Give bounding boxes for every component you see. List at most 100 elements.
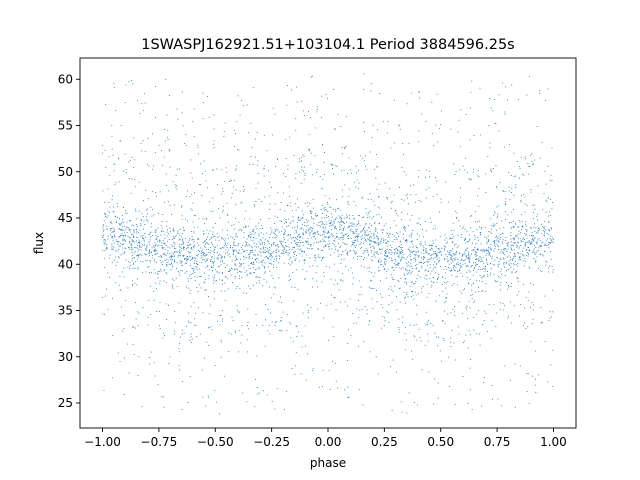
data-point [431, 247, 432, 249]
data-point [204, 405, 206, 407]
data-point [260, 255, 262, 257]
data-point [403, 153, 405, 155]
data-point [125, 259, 127, 261]
data-point [511, 211, 513, 213]
data-point [469, 271, 471, 273]
data-point [220, 339, 222, 341]
data-point [454, 259, 456, 261]
data-point [191, 235, 193, 237]
data-point [184, 258, 186, 260]
data-point [148, 233, 150, 235]
data-point [299, 161, 301, 163]
data-point [303, 170, 304, 172]
data-point [462, 226, 464, 228]
data-point [547, 238, 548, 240]
data-point [357, 345, 359, 347]
data-point [396, 371, 398, 373]
data-point [257, 393, 259, 395]
data-point [245, 244, 247, 246]
data-point [383, 268, 385, 270]
data-point [344, 243, 346, 245]
data-point [401, 411, 403, 413]
data-point [536, 232, 537, 234]
data-point [332, 335, 334, 337]
data-point [487, 156, 489, 157]
data-point [251, 251, 253, 253]
data-point [483, 276, 485, 278]
data-point [285, 175, 287, 177]
data-point [392, 290, 394, 292]
data-point [410, 241, 412, 243]
data-point [174, 204, 175, 206]
data-point [234, 244, 236, 246]
data-point [294, 226, 296, 228]
data-point [496, 237, 498, 239]
data-point [195, 215, 197, 217]
data-point [201, 250, 203, 252]
data-point [178, 365, 180, 367]
data-point [544, 226, 546, 228]
data-point [173, 236, 175, 237]
data-point [247, 325, 248, 327]
data-point [244, 246, 246, 248]
data-point [518, 226, 520, 228]
data-point [551, 265, 553, 267]
data-point [530, 191, 532, 193]
data-point [296, 245, 298, 247]
data-point [508, 190, 510, 192]
data-point [534, 252, 536, 254]
data-point [309, 117, 311, 118]
data-point [399, 267, 401, 269]
data-point [368, 226, 370, 228]
data-point [409, 269, 410, 271]
data-point [389, 233, 391, 235]
data-point [329, 266, 330, 268]
data-point [511, 187, 513, 189]
data-point [327, 97, 329, 99]
data-point [247, 285, 249, 287]
data-point [196, 262, 198, 264]
data-point [123, 276, 125, 278]
data-point [212, 279, 214, 281]
data-point [138, 312, 140, 314]
data-point [153, 249, 155, 251]
data-point [187, 320, 189, 322]
data-point [436, 345, 438, 347]
data-point [491, 256, 493, 258]
data-point [212, 251, 214, 253]
data-point [181, 409, 183, 410]
data-point [236, 165, 237, 167]
data-point [309, 228, 311, 230]
data-point [467, 265, 469, 267]
data-point [203, 258, 205, 260]
data-point [382, 316, 384, 318]
data-point [496, 217, 498, 219]
data-point [436, 258, 438, 260]
data-point [462, 165, 464, 167]
data-point [273, 244, 275, 246]
data-point [187, 247, 189, 249]
data-point [251, 258, 253, 260]
data-point [359, 256, 361, 258]
data-point [542, 321, 543, 323]
data-point [186, 258, 188, 260]
data-point [232, 250, 234, 252]
data-point [340, 301, 342, 303]
data-point [433, 282, 435, 284]
data-point [379, 258, 381, 260]
data-point [222, 320, 224, 322]
data-point [105, 216, 107, 217]
data-point [191, 209, 193, 211]
data-point [263, 165, 265, 167]
data-point [186, 271, 188, 273]
data-point [173, 259, 175, 261]
data-point [276, 235, 278, 237]
data-point [432, 281, 434, 283]
data-point [474, 254, 476, 256]
data-point [504, 254, 506, 255]
data-point [214, 280, 216, 282]
data-point [203, 255, 205, 257]
data-point [534, 208, 536, 210]
data-point [142, 234, 144, 236]
data-point [118, 284, 120, 286]
